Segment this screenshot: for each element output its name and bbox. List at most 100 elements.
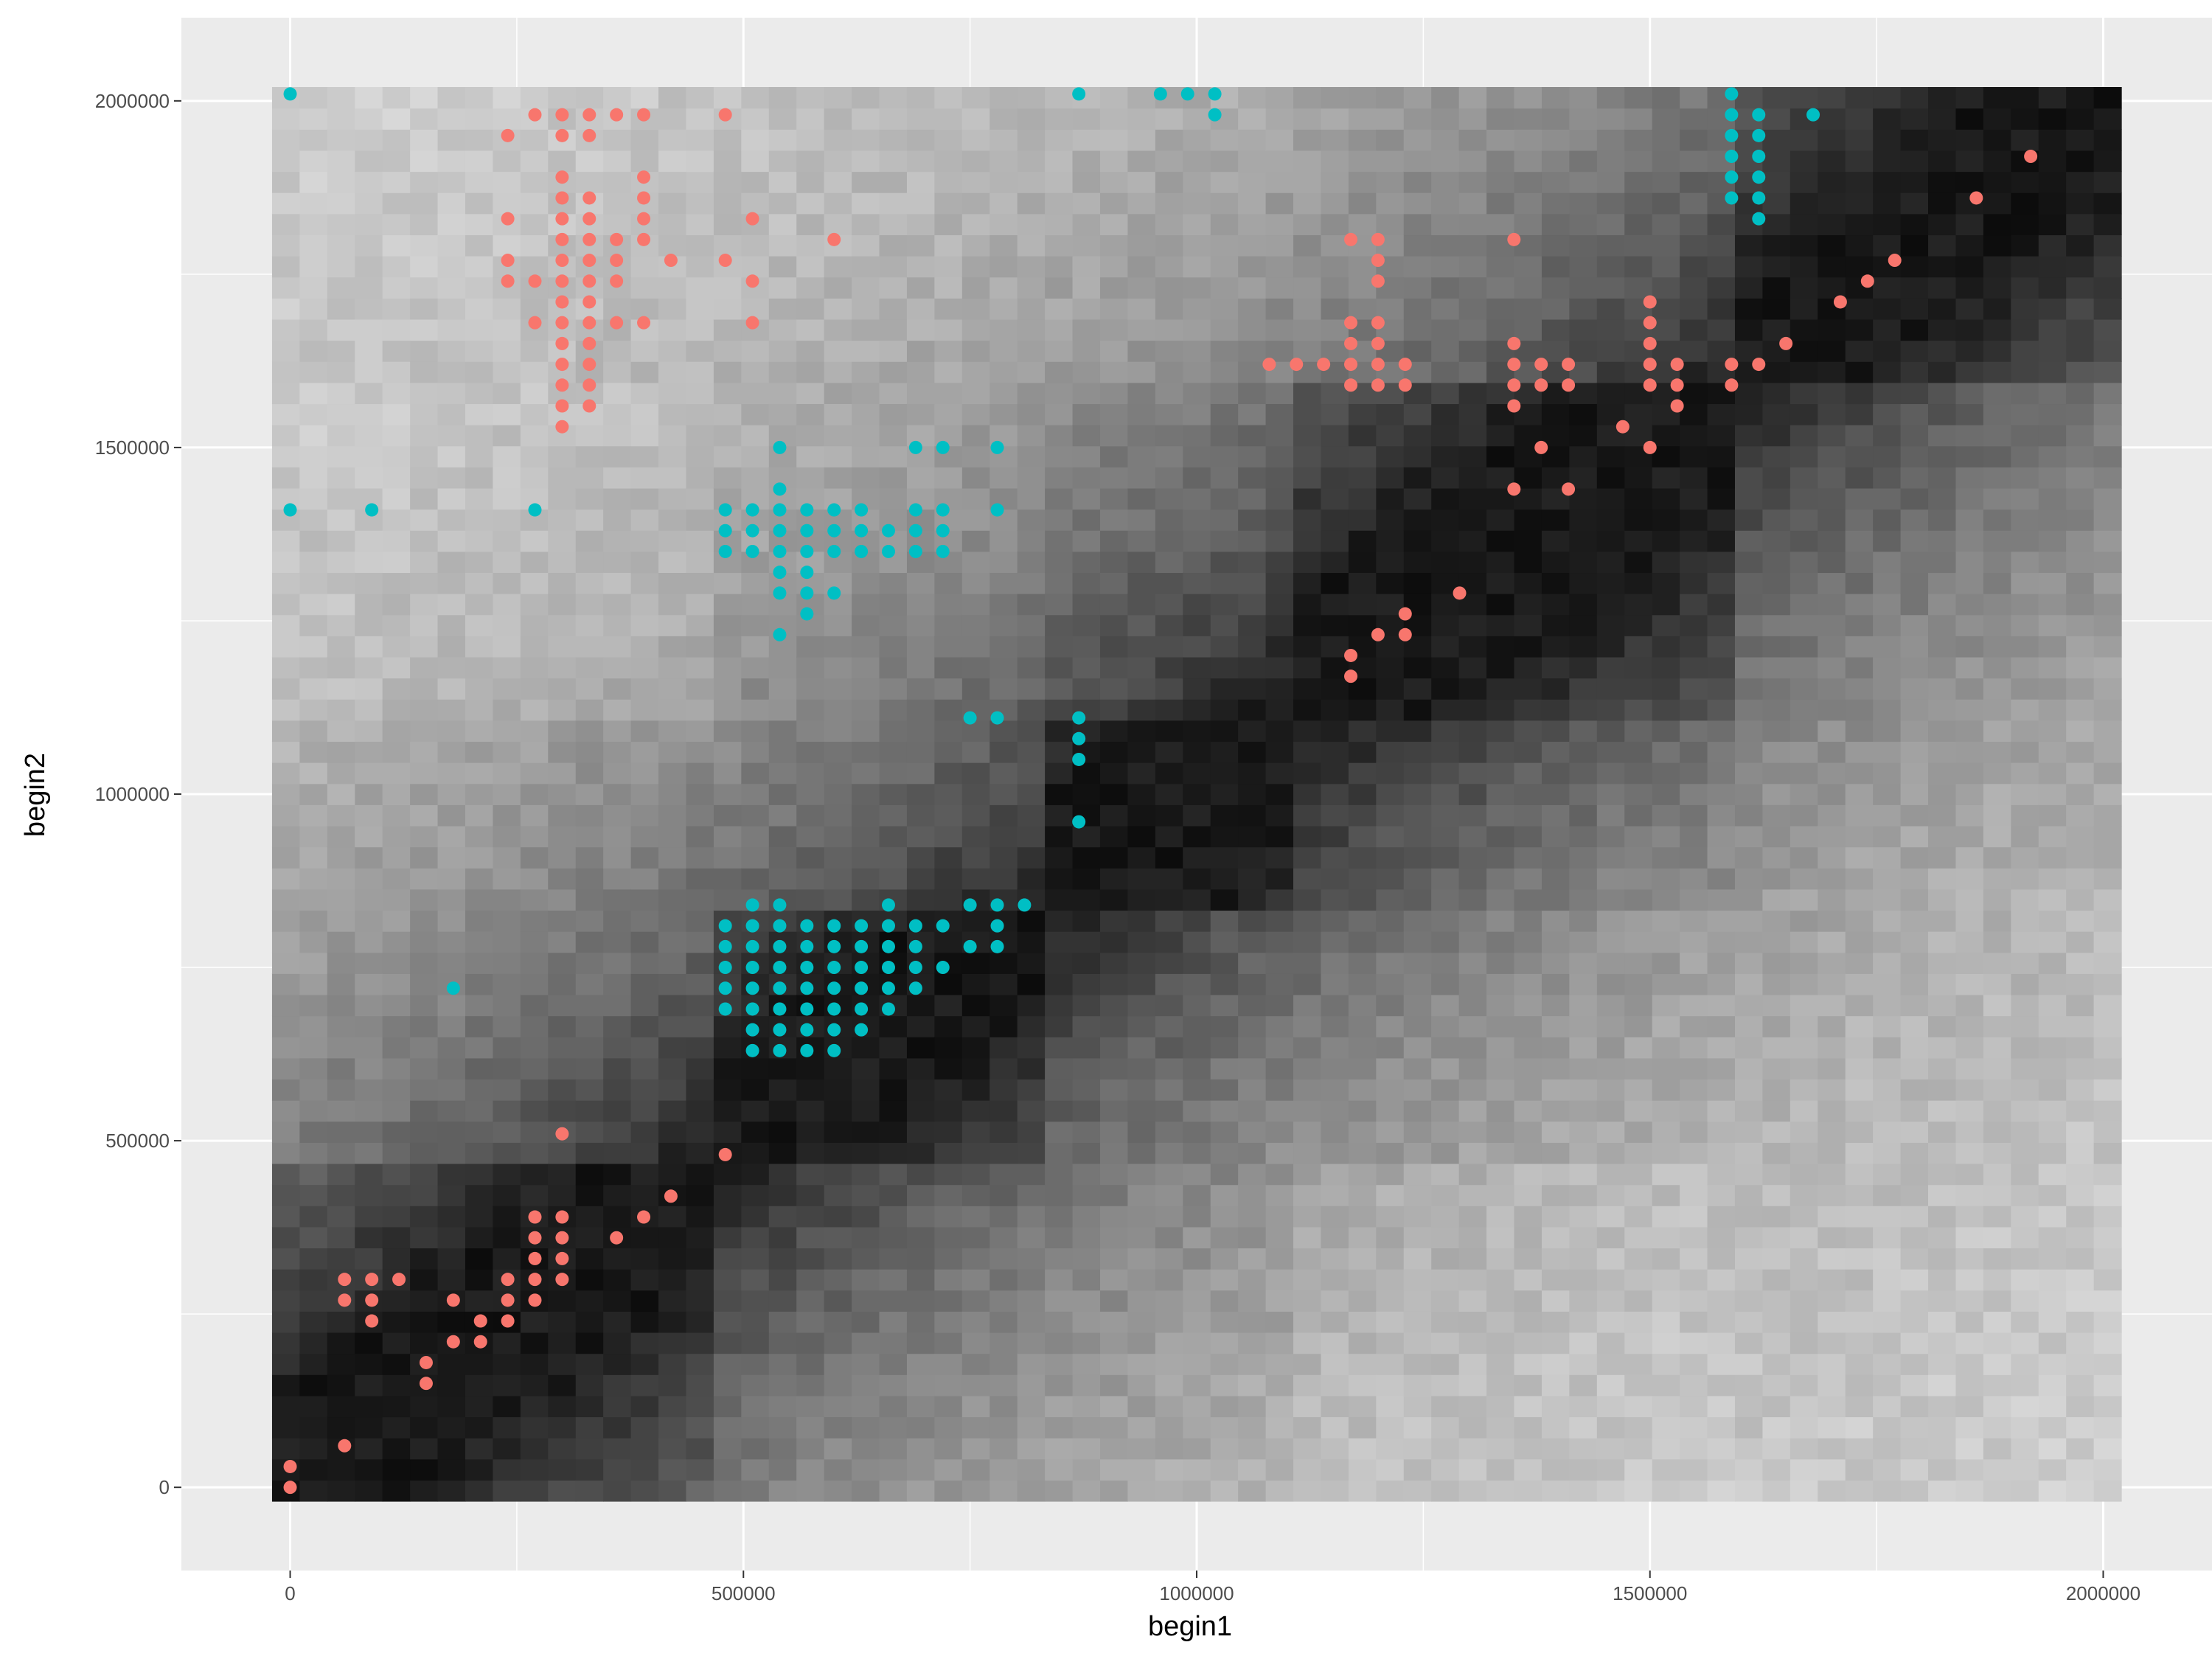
- heatmap-tile: [1238, 846, 1267, 869]
- heatmap-tile: [1238, 783, 1267, 805]
- heatmap-tile: [299, 551, 328, 574]
- heatmap-tile: [1624, 1100, 1653, 1122]
- heatmap-tile: [1790, 87, 1818, 109]
- data-point-cyan: [827, 961, 841, 975]
- heatmap-tile: [271, 213, 300, 236]
- heatmap-tile: [796, 868, 825, 890]
- heatmap-tile: [382, 1163, 411, 1186]
- heatmap-tile: [713, 1057, 742, 1080]
- heatmap-tile: [1652, 783, 1680, 805]
- heatmap-tile: [768, 720, 797, 742]
- heatmap-tile: [2066, 234, 2095, 257]
- heatmap-tile: [493, 298, 521, 320]
- heatmap-tile: [2093, 1037, 2122, 1059]
- heatmap-tile: [768, 1206, 797, 1228]
- heatmap-tile: [713, 678, 742, 700]
- heatmap-tile: [1624, 1121, 1653, 1143]
- heatmap-tile: [1238, 656, 1267, 679]
- heatmap-tile: [1017, 192, 1046, 215]
- heatmap-tile: [2011, 509, 2039, 531]
- heatmap-tile: [1155, 1163, 1183, 1186]
- heatmap-tile: [1514, 762, 1543, 785]
- heatmap-tile: [1790, 425, 1818, 447]
- heatmap-tile: [493, 425, 521, 447]
- heatmap-tile: [1596, 1269, 1625, 1291]
- heatmap-tile: [1155, 804, 1183, 827]
- heatmap-tile: [437, 487, 466, 510]
- heatmap-tile: [1707, 1057, 1736, 1080]
- heatmap-tile: [493, 1395, 521, 1418]
- heatmap-tile: [1900, 783, 1929, 805]
- data-point-cyan: [800, 586, 814, 600]
- heatmap-tile: [658, 234, 687, 257]
- heatmap-tile: [1376, 868, 1405, 890]
- heatmap-tile: [1900, 1269, 1929, 1291]
- heatmap-tile: [1045, 1057, 1074, 1080]
- heatmap-tile: [1569, 1416, 1598, 1439]
- heatmap-tile: [1127, 910, 1156, 932]
- heatmap-tile: [713, 1332, 742, 1354]
- heatmap-tile: [1928, 1057, 1957, 1080]
- heatmap-tile: [382, 973, 411, 995]
- heatmap-tile: [1403, 192, 1432, 215]
- heatmap-tile: [437, 741, 466, 763]
- heatmap-tile: [1321, 298, 1349, 320]
- heatmap-tile: [465, 319, 494, 341]
- heatmap-tile: [1431, 699, 1460, 721]
- heatmap-tile: [630, 994, 659, 1017]
- heatmap-tile: [1127, 1057, 1156, 1080]
- heatmap-tile: [1183, 298, 1211, 320]
- heatmap-tile: [1762, 1015, 1791, 1037]
- heatmap-tile: [1072, 868, 1101, 890]
- heatmap-tile: [1845, 1438, 1874, 1460]
- heatmap-tile: [796, 256, 825, 278]
- heatmap-tile: [1431, 1311, 1460, 1333]
- heatmap-tile: [1790, 994, 1818, 1017]
- heatmap-tile: [465, 931, 494, 953]
- heatmap-tile: [1873, 1290, 1902, 1312]
- heatmap-tile: [1017, 425, 1046, 447]
- heatmap-tile: [906, 108, 935, 130]
- heatmap-tile: [1376, 213, 1405, 236]
- heatmap-tile: [299, 1416, 328, 1439]
- heatmap-tile: [327, 720, 355, 742]
- heatmap-tile: [1955, 1226, 1984, 1249]
- heatmap-tile: [1873, 1480, 1902, 1502]
- heatmap-tile: [741, 1438, 770, 1460]
- data-point-cyan: [745, 919, 759, 933]
- heatmap-tile: [1127, 425, 1156, 447]
- heatmap-tile: [1155, 572, 1183, 594]
- heatmap-tile: [824, 1480, 852, 1502]
- y-tick-label: 1000000: [95, 783, 170, 805]
- heatmap-tile: [1099, 1332, 1129, 1354]
- heatmap-tile: [1210, 1269, 1239, 1291]
- heatmap-tile: [1845, 1416, 1874, 1439]
- heatmap-tile: [1928, 87, 1957, 109]
- heatmap-tile: [1127, 720, 1156, 742]
- heatmap-tile: [437, 445, 466, 467]
- heatmap-tile: [1790, 487, 1818, 510]
- data-point-red: [528, 316, 542, 330]
- heatmap-tile: [1955, 1100, 1984, 1122]
- heatmap-tile: [327, 361, 355, 383]
- heatmap-tile: [934, 361, 963, 383]
- heatmap-tile: [1321, 445, 1349, 467]
- heatmap-tile: [271, 720, 300, 742]
- heatmap-tile: [382, 382, 411, 405]
- heatmap-tile: [1127, 319, 1156, 341]
- heatmap-tile: [961, 614, 990, 636]
- heatmap-tile: [1707, 1037, 1736, 1059]
- heatmap-tile: [1569, 846, 1598, 869]
- heatmap-tile: [1431, 171, 1460, 193]
- heatmap-tile: [1293, 594, 1322, 616]
- heatmap-tile: [1183, 804, 1211, 827]
- heatmap-tile: [1210, 572, 1239, 594]
- heatmap-tile: [1293, 1015, 1322, 1037]
- heatmap-tile: [410, 192, 439, 215]
- heatmap-tile: [1127, 487, 1156, 510]
- heatmap-tile: [1845, 741, 1874, 763]
- heatmap-tile: [741, 382, 770, 405]
- heatmap-tile: [1155, 171, 1183, 193]
- heatmap-tile: [355, 1416, 383, 1439]
